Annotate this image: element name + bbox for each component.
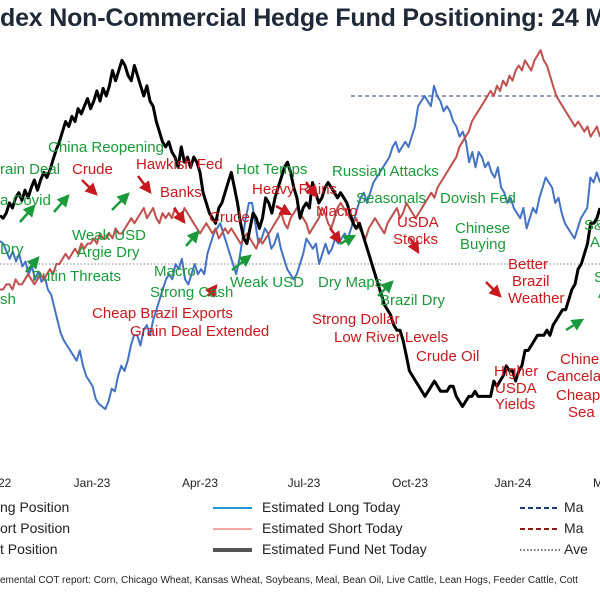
annotation-label: a Covid (0, 192, 51, 209)
annotation-label: Crude (209, 209, 250, 226)
legend-label: Ma (564, 520, 584, 536)
legend-label: ng Position (0, 499, 69, 515)
annotation-label: Brazil Dry (380, 292, 446, 309)
annotation-label: USDA (495, 380, 537, 397)
annotation-label: Strong Dollar (312, 311, 400, 328)
annotation-label: Heavy Rains (252, 181, 337, 198)
annotation-label: Stocks (393, 231, 438, 248)
annotation-label: Banks (160, 184, 202, 201)
annotation-label: Weather (508, 290, 564, 307)
annotation-arrow (328, 227, 342, 245)
annotation-label: Cheap Brazil Exports (92, 305, 233, 322)
annotation-label: Crude Oil (416, 348, 479, 365)
series-layer (0, 49, 600, 411)
annotation-label: Yields (495, 396, 535, 413)
x-tick-label: 22 (0, 476, 12, 490)
annotation-label: Sea (568, 404, 595, 421)
annotation-arrow (339, 234, 357, 247)
annotation-arrow (53, 194, 70, 213)
annotation-label: Macro (316, 203, 358, 220)
annotation-arrow (231, 254, 252, 271)
legend-label: Ave (564, 541, 588, 557)
annotation-label: Weak USD (72, 227, 146, 244)
footnote: emental COT report: Corn, Chicago Wheat,… (0, 575, 578, 586)
annotation-label: Russian Attacks (332, 163, 439, 180)
annotation-label: All-Ti (590, 234, 600, 251)
annotation-arrow (204, 284, 218, 298)
annotation-label: Hawkish Fed (136, 156, 223, 173)
x-tick-label: Jan-23 (74, 476, 111, 490)
legend-label: Ma (564, 499, 584, 515)
annotation-label: Dovish Fed (440, 190, 516, 207)
annotation-arrow (172, 207, 186, 225)
legend-label: t Position (0, 541, 58, 557)
legend-label: Estimated Fund Net Today (262, 541, 427, 557)
annotation-label: Putin Threats (32, 268, 121, 285)
annotation-arrow (275, 203, 293, 216)
annotation-label: Dry (0, 241, 24, 258)
annotation-label: rain Deal (0, 161, 60, 178)
annotation-arrow (137, 175, 152, 194)
annotation-label: Low River Levels (334, 329, 448, 346)
annotation-label: China Reopening (48, 139, 164, 156)
x-tick-label: Oct-23 (392, 476, 428, 490)
annotation-arrow (485, 281, 502, 298)
x-axis: 22 Jan-23 Apr-23 Jul-23 Oct-23 Jan-24 M (0, 476, 600, 490)
annotation-arrows (19, 175, 585, 332)
annotation-label: Better (508, 256, 548, 273)
annotation-label: USDA (397, 214, 439, 231)
annotation-label: Chinese (455, 220, 510, 237)
annotation-label: Seasonals (356, 190, 426, 207)
annotation-label: S& (584, 217, 600, 234)
legend: ng Position Estimated Long Today Ma ort Pos… (0, 499, 588, 557)
annotation-label: Acre (598, 285, 600, 302)
annotation-label: Brazil (512, 273, 550, 290)
annotation-label: Macro (154, 263, 196, 280)
annotation-arrow (407, 237, 420, 255)
legend-label: ort Position (0, 520, 70, 536)
annotation-label: Dry Maps (318, 274, 382, 291)
annotation-arrow (185, 230, 200, 247)
annotation-arrow (19, 204, 36, 223)
annotation-label: Crude (72, 161, 113, 178)
annotation-arrow (565, 318, 585, 332)
legend-label: Estimated Long Today (262, 499, 400, 515)
annotation-label: Smal (594, 269, 600, 286)
x-tick-label: Apr-23 (182, 476, 218, 490)
series-line-3 (0, 58, 600, 408)
annotation-arrow (377, 280, 394, 297)
annotation-label: Chine (560, 351, 599, 368)
annotation-label: Higher (494, 363, 538, 380)
annotation-label: Argie Dry (77, 244, 140, 261)
annotation-label: Hot Temps (236, 161, 307, 178)
annotation-arrow (25, 256, 40, 273)
annotation-label: Buying (460, 236, 506, 253)
x-tick-label: Jul-23 (288, 476, 321, 490)
x-tick-label: Jan-24 (495, 476, 532, 490)
legend-label: Estimated Short Today (262, 520, 403, 536)
annotation-arrow (111, 192, 130, 211)
annotation-arrow (81, 179, 98, 196)
x-tick-label: M (593, 476, 600, 490)
chart-title: dex Non-Commercial Hedge Fund Positionin… (0, 4, 600, 32)
annotation-label: Weak USD (230, 274, 304, 291)
series-line-1 (0, 84, 600, 411)
annotation-arrow (304, 181, 318, 199)
annotation-label: Grain Deal Extended (130, 323, 269, 340)
annotation-label: Strong Cash (150, 284, 233, 301)
annotation-label: Cheap (556, 387, 600, 404)
annotation-label: sh (0, 291, 16, 308)
annotation-label: Cancela (546, 368, 600, 385)
